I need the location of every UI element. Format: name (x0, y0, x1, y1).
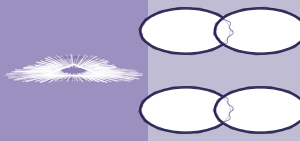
Polygon shape (16, 57, 131, 80)
Bar (148, 0, 300, 141)
Ellipse shape (140, 8, 232, 54)
Ellipse shape (215, 87, 300, 133)
Bar (0, 0, 148, 141)
Ellipse shape (140, 87, 232, 133)
Ellipse shape (215, 8, 300, 54)
